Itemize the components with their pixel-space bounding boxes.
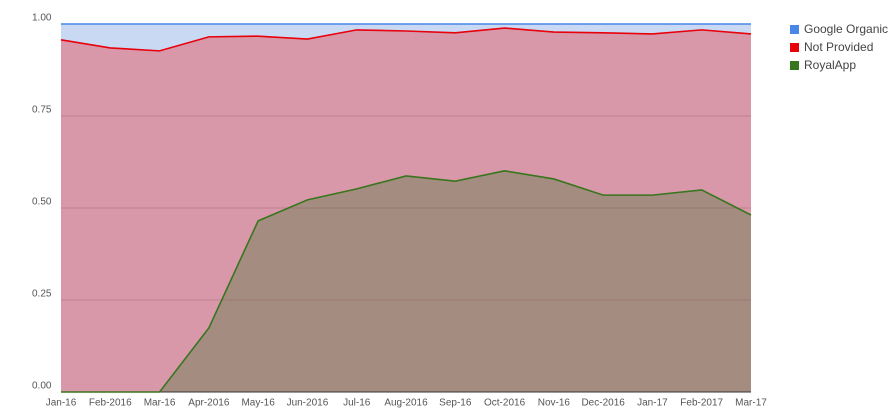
x-tick-label: Feb-2017 [680,398,723,409]
grid [61,23,751,393]
legend-swatch [790,25,799,34]
legend-swatch [790,61,799,70]
x-tick-label: Oct-2016 [484,398,526,409]
x-tick-label: Apr-2016 [188,398,230,409]
y-tick-label: 1.00 [32,13,52,24]
legend-label: Google Organic [804,22,888,36]
x-tick-label: Mar-16 [144,398,176,409]
x-tick-label: Aug-2016 [384,398,428,409]
line [61,170,752,393]
x-tick-label: Jul-16 [343,398,371,409]
x-tick-label: Jan-16 [46,398,77,409]
legend-label: Not Provided [804,40,873,54]
area [61,24,751,51]
x-tick-label: Feb-2016 [89,398,132,409]
area [61,28,751,392]
line [60,27,752,52]
legend-label: RoyalApp [804,58,856,72]
y-tick-label: 0.75 [32,105,52,116]
x-tick-label: May-16 [241,398,275,409]
x-tick-label: Dec-2016 [581,398,625,409]
x-tick-label: Sep-16 [439,398,472,409]
y-tick-label: 0.25 [32,289,52,300]
x-tick-label: Jun-2016 [287,398,329,409]
areas [61,24,751,392]
x-tick-label: Jan-17 [637,398,668,409]
legend-swatch [790,43,799,52]
lines [60,23,752,393]
x-tick-label: Mar-17 [735,398,767,409]
x-tick-label: Nov-16 [538,398,571,409]
area [61,170,751,392]
y-tick-label: 0.50 [32,197,52,208]
y-tick-label: 0.00 [32,381,52,392]
